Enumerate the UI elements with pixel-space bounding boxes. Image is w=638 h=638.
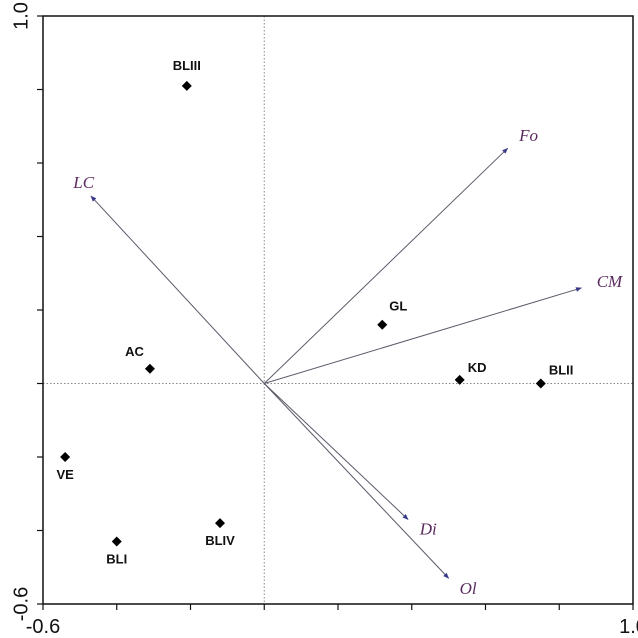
site-label-bliv: BLIV [205,533,235,548]
vector-label-di: Di [419,519,437,538]
y-axis-tick-label: 1.0 [10,2,32,30]
vector-arrow-ol [263,383,450,579]
site-point-bli [111,536,122,547]
site-point-bliii [181,80,192,91]
site-label-gl: GL [389,299,407,314]
site-label-bli: BLI [106,552,127,567]
site-label-ac: AC [125,344,144,359]
site-label-bliii: BLIII [173,58,201,73]
vector-arrow-di [263,383,409,520]
site-point-gl [377,319,388,330]
vector-label-cm: CM [597,272,623,291]
vector-label-lc: LC [72,173,94,192]
site-point-blii [535,378,546,389]
vector-arrow-cm [264,287,582,384]
site-point-ac [144,363,155,374]
x-axis-tick-label: -0.6 [26,616,60,638]
axis-tick-labels: -0.6 1.0 1.0 -0.6 [10,2,638,638]
vector-label-fo: Fo [518,126,538,145]
vector-arrow-fo [263,147,509,384]
site-point-kd [454,374,465,385]
site-points: BLIII AC GL KD BLII VE BLI BLIV [56,58,573,567]
site-label-blii: BLII [549,363,574,378]
site-point-ve [60,452,71,462]
site-label-ve: VE [56,467,74,482]
vector-label-ol: Ol [460,579,477,598]
reference-lines [43,16,633,604]
y-axis-tick-label: -0.6 [10,587,32,621]
site-point-bliv [215,518,225,529]
vector-arrow-lc [90,195,265,384]
site-label-kd: KD [468,360,487,375]
plot-frame [42,15,634,605]
vector-arrows: Fo LC CM Di Ol [72,126,623,598]
axis-ticks [37,15,634,610]
x-axis-tick-label: 1.0 [619,616,638,638]
